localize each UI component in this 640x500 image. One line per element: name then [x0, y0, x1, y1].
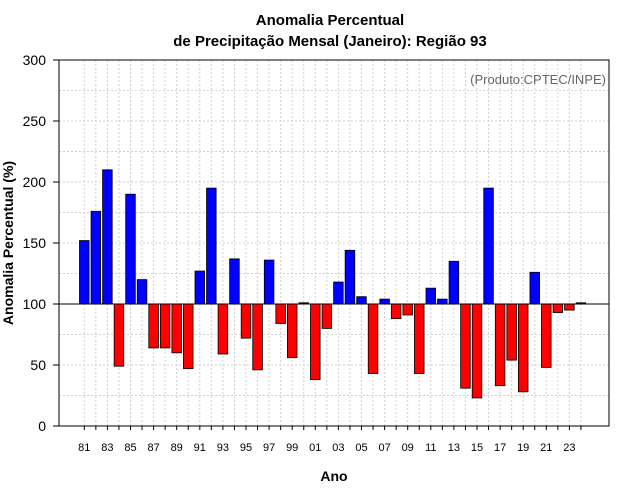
bar-13	[448, 260, 460, 305]
bar-94	[229, 258, 240, 305]
x-axis-label: Ano	[320, 468, 347, 484]
bar-92	[206, 187, 217, 305]
x-tick-label: 07	[378, 442, 390, 454]
x-tick-label: 03	[332, 442, 344, 454]
bar-88	[159, 303, 171, 349]
x-tick-label: 09	[402, 442, 414, 454]
bar-07	[379, 298, 390, 305]
bar-10	[414, 303, 425, 374]
y-tick-label: 150	[23, 235, 47, 251]
x-tick-label: 81	[78, 442, 90, 454]
x-axis: 81 83 85 87 89 91 93 95 97 99 01 03 05 07 09 11 13 15 17 19…	[78, 426, 582, 454]
x-tick-label: 97	[263, 442, 275, 454]
bar-21	[541, 303, 552, 368]
bar-08	[390, 303, 402, 320]
bar-20	[529, 271, 540, 305]
y-axis: 0 50 100 150 200 250 300	[23, 52, 59, 434]
y-tick-label: 300	[23, 52, 47, 68]
bar-11	[425, 287, 437, 305]
y-tick-label: 250	[23, 113, 47, 129]
x-tick-label: 85	[124, 442, 136, 454]
bar-23	[564, 303, 575, 311]
bar-18	[506, 303, 517, 361]
x-tick-label: 13	[448, 442, 460, 454]
x-tick-label: 01	[309, 442, 321, 454]
bar-12	[437, 298, 448, 305]
bar-96	[252, 303, 263, 371]
bar-93	[217, 303, 229, 355]
bar-22	[552, 303, 564, 313]
x-tick-label: 87	[147, 442, 159, 454]
bar-85	[125, 193, 136, 305]
bar-01	[310, 303, 321, 381]
bar-16	[483, 187, 494, 305]
bar-91	[194, 270, 206, 305]
bar-19	[518, 303, 529, 393]
x-tick-label: 99	[286, 442, 298, 454]
x-tick-label: 89	[171, 442, 183, 454]
x-tick-label: 21	[540, 442, 552, 454]
x-tick-label: 23	[563, 442, 575, 454]
chart-title-line-2: de Precipitação Mensal (Janeiro): Região…	[173, 33, 486, 50]
bar-95	[240, 303, 252, 339]
x-tick-label: 83	[101, 442, 113, 454]
bar-84	[113, 303, 125, 367]
chart-title-line-1: Anomalia Percentual	[256, 12, 404, 29]
bar-04	[344, 249, 356, 305]
bar-15	[471, 303, 483, 399]
x-tick-label: 95	[240, 442, 252, 454]
x-tick-label: 91	[194, 442, 206, 454]
bar-83	[102, 169, 113, 305]
bars	[79, 169, 587, 399]
x-tick-label: 15	[471, 442, 483, 454]
source-annotation: (Produto:CPTEC/INPE)	[470, 72, 606, 87]
bar-97	[263, 259, 275, 305]
bar-86	[136, 279, 148, 305]
x-tick-label: 19	[517, 442, 529, 454]
bar-87	[148, 303, 159, 349]
bar-02	[321, 303, 333, 329]
y-axis-label: Anomalia Percentual (%)	[0, 161, 16, 325]
bar-81	[79, 240, 90, 305]
y-tick-label: 100	[23, 296, 47, 312]
y-tick-label: 0	[38, 418, 46, 434]
x-tick-label: 93	[217, 442, 229, 454]
x-tick-label: 05	[355, 442, 367, 454]
bar-89	[171, 303, 182, 354]
bar-82	[90, 210, 102, 305]
bar-09	[402, 303, 413, 316]
bar-14	[460, 303, 471, 389]
bar-05	[356, 296, 367, 305]
x-tick-label: 17	[494, 442, 506, 454]
bar-17	[494, 303, 506, 387]
x-tick-label: 11	[425, 442, 436, 454]
bar-03	[333, 281, 344, 305]
y-tick-label: 200	[23, 174, 47, 190]
bar-99	[286, 303, 298, 359]
y-tick-label: 50	[30, 357, 46, 373]
bar-06	[367, 303, 379, 374]
bar-90	[183, 303, 194, 370]
bar-98	[275, 303, 286, 324]
